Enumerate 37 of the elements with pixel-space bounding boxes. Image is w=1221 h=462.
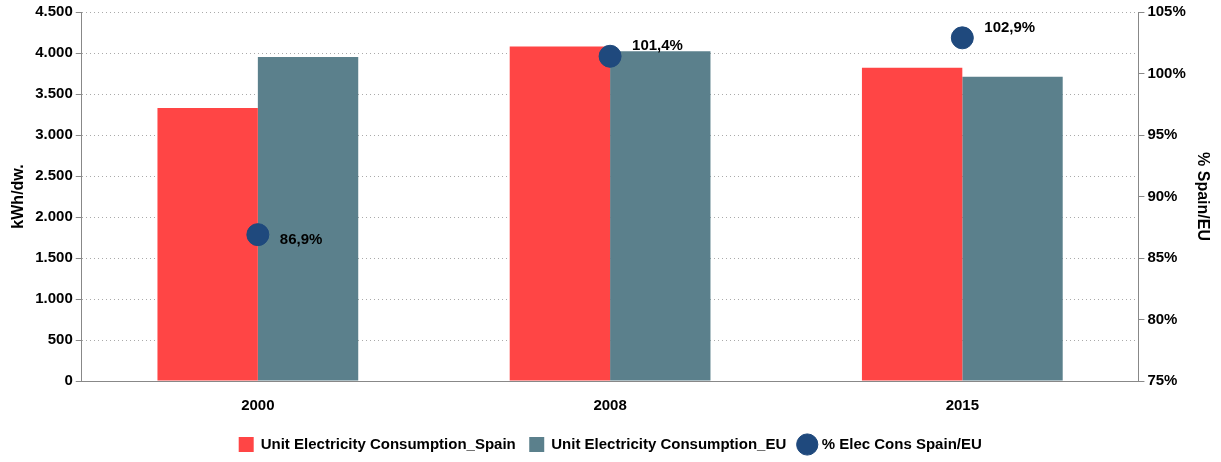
bar — [157, 107, 258, 381]
y-axis-title: kWh/dw. — [9, 164, 27, 229]
legend-label: % Elec Cons Spain/EU — [821, 434, 982, 452]
y-tick-label: 3.000 — [35, 125, 73, 143]
y2-axis-title: % Spain/EU — [1194, 152, 1212, 241]
y2-tick-label: 80% — [1147, 309, 1178, 327]
data-label: 102,9% — [984, 17, 1036, 35]
bar — [861, 67, 963, 381]
legend-label: Unit Electricity Consumption_Spain — [260, 434, 516, 452]
y2-tick-label: 90% — [1147, 186, 1178, 204]
bar — [257, 57, 359, 381]
y-tick-label: 2.500 — [35, 166, 73, 184]
data-label: 101,4% — [632, 36, 683, 54]
legend-label: Unit Electricity Consumption_EU — [551, 434, 787, 452]
y-tick-label: 2.000 — [35, 207, 73, 225]
y-tick-label: 0 — [64, 371, 73, 389]
y-tick-label: 1.500 — [35, 248, 73, 266]
bar — [610, 51, 711, 381]
y2-tick-label: 105% — [1147, 2, 1186, 20]
y-tick-label: 4.500 — [35, 2, 73, 20]
x-tick-label: 2000 — [241, 396, 275, 414]
x-tick-label: 2015 — [945, 396, 980, 414]
point — [598, 44, 622, 68]
y-tick-label: 500 — [47, 330, 73, 348]
bar — [962, 76, 1063, 381]
y-tick-label: 4.000 — [35, 43, 73, 61]
point — [950, 26, 974, 50]
data-label: 86,9% — [279, 229, 323, 247]
point — [246, 223, 270, 247]
y-tick-label: 1.000 — [35, 289, 73, 307]
y-tick-label: 3.500 — [35, 84, 73, 102]
y2-tick-label: 75% — [1147, 371, 1178, 389]
x-tick-label: 2008 — [593, 396, 627, 414]
y2-tick-label: 95% — [1147, 125, 1178, 143]
y2-tick-label: 100% — [1147, 63, 1186, 81]
bar — [509, 46, 611, 381]
y2-tick-label: 85% — [1147, 248, 1178, 266]
